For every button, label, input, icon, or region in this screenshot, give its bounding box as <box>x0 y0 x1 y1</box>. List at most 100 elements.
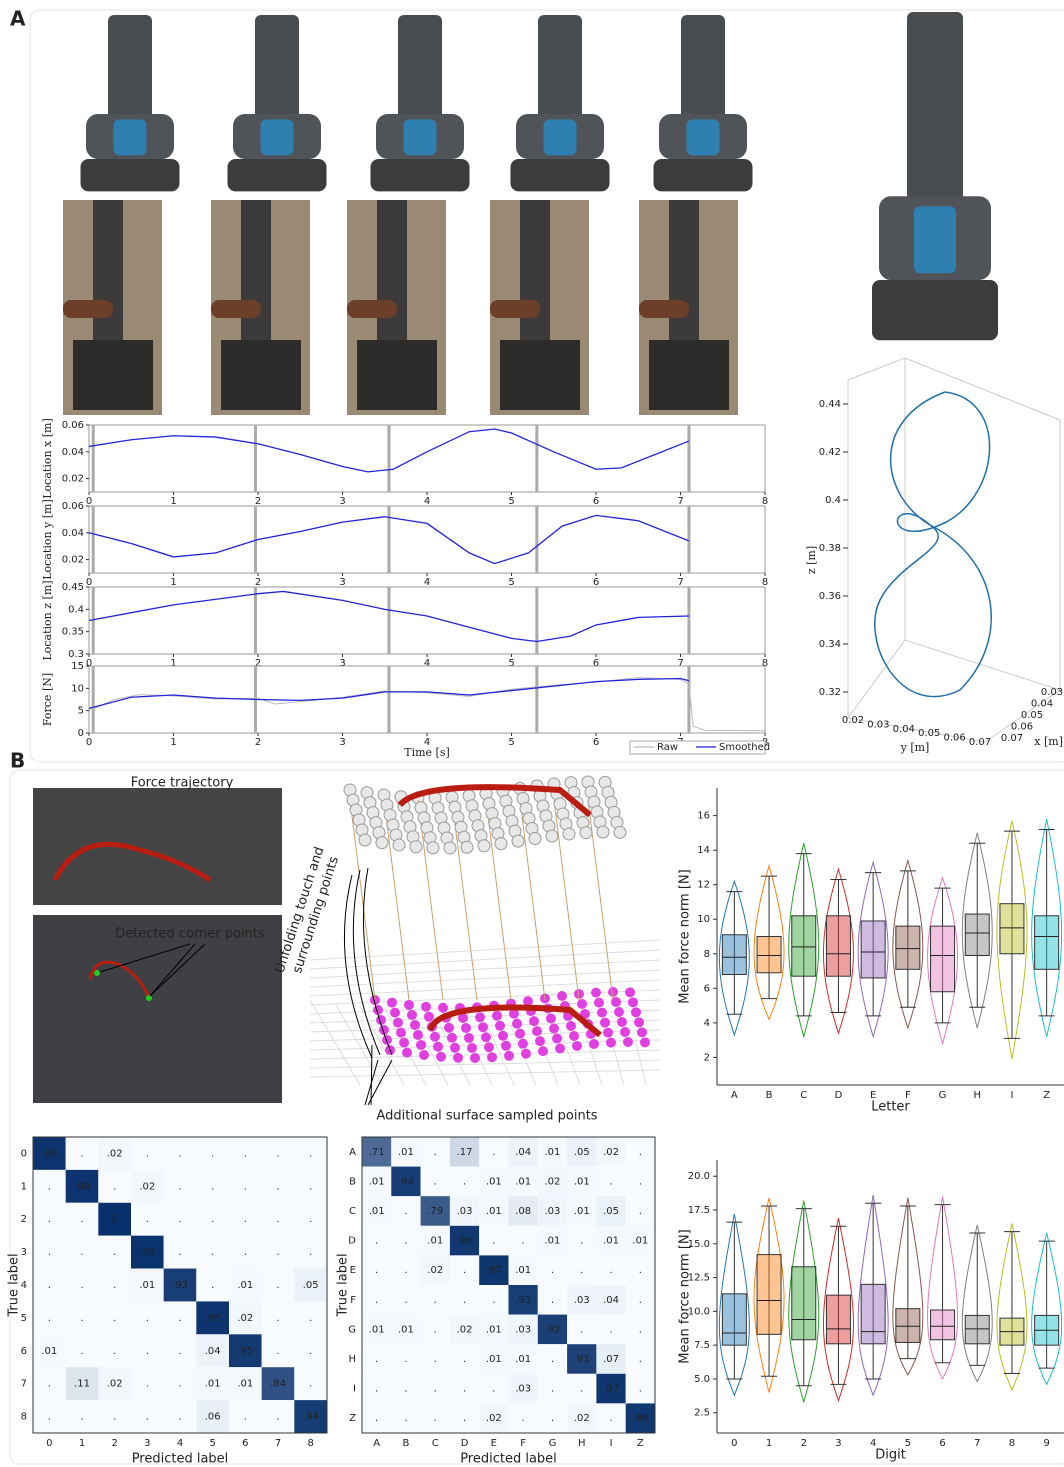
cell-label: .01 <box>632 1236 648 1247</box>
cell-label: . <box>146 1412 149 1423</box>
point <box>433 1042 443 1052</box>
cell-label: . <box>276 1148 279 1159</box>
annotation: Detected corner points <box>115 927 265 942</box>
y-tick-label: Z <box>349 1413 356 1424</box>
point <box>594 998 604 1008</box>
x-tick-label: 6 <box>242 1438 248 1449</box>
x-tick-label: 8 <box>762 577 768 588</box>
x-tick-label: 0.07 <box>1001 733 1023 744</box>
cell-label: . <box>178 1214 181 1225</box>
cell-label: . <box>522 1236 525 1247</box>
point <box>566 1021 576 1031</box>
y-tick-label: 0.05 <box>918 728 940 739</box>
cell-label: . <box>639 1265 642 1276</box>
cell-label: . <box>404 1354 407 1365</box>
cell-label: .01 <box>398 1147 414 1158</box>
cell-label: . <box>492 1147 495 1158</box>
cell-label: .01 <box>427 1236 443 1247</box>
cell-label: . <box>434 1295 437 1306</box>
plot-area <box>89 587 765 654</box>
cell-label: . <box>309 1313 312 1324</box>
z-tick-label: 0.42 <box>819 447 841 458</box>
annotation: Force trajectory <box>131 776 234 791</box>
cell-label: . <box>276 1181 279 1192</box>
point <box>498 1031 508 1041</box>
point <box>515 1029 525 1039</box>
cell-label: .93 <box>172 1280 188 1291</box>
point <box>546 1013 556 1023</box>
cell-label: . <box>80 1214 83 1225</box>
y-tick-label: 5.0 <box>694 1374 710 1385</box>
box <box>826 1295 850 1344</box>
y-axis-label: Location x [m] <box>41 418 54 499</box>
y-tick-label: 15 <box>71 661 84 672</box>
z-tick-label: 0.34 <box>819 639 841 650</box>
cell-label: . <box>146 1148 149 1159</box>
robot-link <box>538 15 582 127</box>
x-tick-label: 0 <box>86 577 92 588</box>
cell-label: .99 <box>139 1247 155 1258</box>
cell-label: .02 <box>107 1379 123 1390</box>
point <box>580 827 592 839</box>
photo-base <box>221 340 301 410</box>
cell-label: .03 <box>515 1384 531 1395</box>
cell-label: .98 <box>205 1313 221 1324</box>
point <box>608 987 618 997</box>
robot-base <box>371 159 470 191</box>
photo-arm <box>63 300 113 318</box>
robot-link <box>255 15 299 127</box>
cell-label: . <box>463 1413 466 1424</box>
cell-label: . <box>309 1214 312 1225</box>
point <box>376 837 388 849</box>
point <box>396 1028 406 1038</box>
box <box>896 926 920 969</box>
cell-label: .02 <box>603 1147 619 1158</box>
point <box>617 1017 627 1027</box>
cell-label: . <box>276 1412 279 1423</box>
cell-label: . <box>113 1247 116 1258</box>
cell-label: . <box>113 1280 116 1291</box>
point <box>623 1037 633 1047</box>
y-tick-label: 5 <box>78 706 84 717</box>
point <box>495 1021 505 1031</box>
y-axis-label: Location z [m] <box>41 580 54 660</box>
y-tick-label: B <box>349 1176 356 1187</box>
point <box>606 1038 616 1048</box>
x-tick-label: 3 <box>144 1438 150 1449</box>
cell-label: .06 <box>205 1412 221 1423</box>
y-tick-label: 20.0 <box>688 1171 710 1182</box>
point <box>438 1003 448 1013</box>
cell-label: . <box>551 1295 554 1306</box>
x-tick-label: D <box>835 1090 843 1101</box>
cell-label: .01 <box>515 1176 531 1187</box>
cell-label: .71 <box>369 1147 385 1158</box>
point <box>447 1033 457 1043</box>
cell-label: .94 <box>398 1176 414 1187</box>
panel-label: A <box>10 7 26 31</box>
x-tick-label: 0 <box>731 1438 737 1449</box>
x-tick-label: 8 <box>307 1438 313 1449</box>
robot-blue <box>404 119 437 155</box>
box <box>757 1255 781 1335</box>
plot-area <box>89 506 765 573</box>
y-tick-label: 0.06 <box>62 501 84 512</box>
x-tick-label: 5 <box>508 737 514 748</box>
y-tick-label: 0 <box>78 728 84 739</box>
point <box>512 1019 522 1029</box>
x-tick-label: B <box>403 1438 410 1449</box>
point <box>603 1028 613 1038</box>
cell-label: . <box>463 1265 466 1276</box>
y-tick-label: H <box>348 1354 356 1365</box>
point <box>589 1039 599 1049</box>
cell-label: .01 <box>544 1147 560 1158</box>
cell-label: . <box>639 1147 642 1158</box>
cell-label: . <box>178 1181 181 1192</box>
x-axis-label: Predicted label <box>132 1452 229 1467</box>
cell-label: .91 <box>574 1354 590 1365</box>
x-tick-label: A <box>373 1438 380 1449</box>
cell-label: . <box>48 1247 51 1258</box>
photo-robot <box>377 200 407 360</box>
cell-label: .97 <box>486 1265 502 1276</box>
x-tick-label: 6 <box>593 658 599 669</box>
corner <box>94 970 100 976</box>
